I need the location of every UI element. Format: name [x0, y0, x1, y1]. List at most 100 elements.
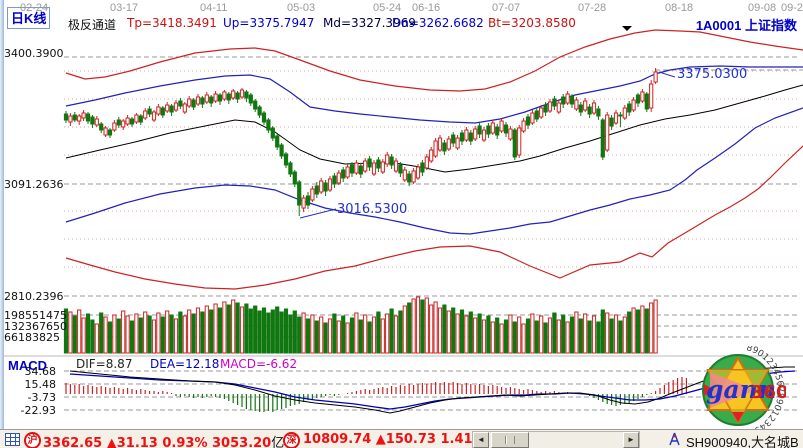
candle-body	[376, 159, 381, 169]
volume-bar	[239, 306, 245, 354]
volume-bar	[213, 303, 218, 354]
volume-bar	[552, 312, 557, 354]
candle-body	[547, 101, 553, 112]
candle-body	[103, 127, 108, 136]
scrollbar-thumb[interactable]	[491, 432, 529, 448]
shanghai-index-quote[interactable]: 3362.65 ▲31.13 0.93% 3053.20亿	[43, 432, 284, 448]
candle-body	[631, 99, 636, 111]
scroll-left-button[interactable]: ◄	[473, 432, 489, 448]
volume-bar	[649, 302, 654, 354]
grid-view-icon[interactable]	[5, 433, 20, 446]
volume-bar	[358, 319, 363, 354]
candle-body	[556, 102, 561, 113]
volume-bar	[209, 309, 214, 354]
volume-bar	[508, 314, 513, 354]
candle-body	[165, 104, 170, 112]
volume-bar	[415, 296, 421, 354]
volume-bar	[217, 307, 223, 354]
candle-body	[319, 180, 324, 193]
volume-bar	[525, 318, 531, 354]
date-tick-label: 09-29	[781, 2, 803, 14]
volume-bar	[574, 311, 579, 354]
volume-bar	[178, 311, 183, 354]
candle-body	[147, 108, 152, 115]
volume-bar	[81, 317, 86, 354]
candle-body	[239, 89, 245, 98]
volume-bar	[323, 322, 328, 354]
volume-bar	[389, 308, 394, 354]
volume-bar	[292, 310, 297, 354]
volume-bar	[138, 317, 143, 354]
channel-line-tp	[65, 29, 803, 92]
volume-bar	[125, 315, 130, 354]
volume-bar	[429, 304, 434, 354]
candle-body	[244, 91, 249, 99]
candle-body	[618, 114, 623, 117]
volume-bar	[222, 301, 227, 354]
stock-antenna-icon	[669, 432, 680, 446]
scrollbar-track[interactable]	[489, 432, 623, 448]
volume-bar	[583, 313, 588, 354]
macd-value-label: DIF=8.87	[76, 357, 133, 371]
candle-body	[565, 93, 570, 104]
candle-body	[464, 129, 469, 141]
macd-pane-title[interactable]: MACD	[8, 358, 47, 373]
volume-bar	[380, 318, 385, 354]
annotation-pointer	[658, 71, 676, 78]
volume-bar	[195, 307, 201, 354]
indicator-name[interactable]: 极反通道	[68, 18, 117, 32]
price-axis-label: 3400.3900	[4, 47, 64, 60]
volume-bar	[173, 318, 179, 354]
current-bar-marker	[622, 26, 632, 31]
volume-bar	[235, 302, 240, 354]
volume-bar	[539, 315, 544, 354]
candle-body	[213, 93, 218, 102]
volume-bar	[530, 313, 535, 354]
volume-bar	[640, 305, 645, 354]
volume-bar	[354, 312, 359, 354]
scroll-right-button[interactable]: ►	[623, 432, 639, 448]
volume-bar	[446, 310, 451, 354]
candle-body	[635, 94, 641, 104]
candle-body	[613, 112, 619, 124]
volume-bar	[451, 307, 456, 354]
candle-body	[125, 117, 130, 125]
candle-body	[468, 132, 473, 142]
candle-body	[389, 156, 394, 166]
volume-bar	[411, 298, 416, 354]
volume-bar	[464, 315, 469, 354]
candle-body	[90, 116, 95, 125]
status-bar: 沪 3362.65 ▲31.13 0.93% 3053.20亿 深 10809.…	[0, 429, 803, 448]
candle-body	[275, 135, 280, 148]
kline-chart-area[interactable]	[0, 0, 803, 430]
horizontal-scrollbar[interactable]: ◄ ►	[472, 431, 640, 448]
volume-axis-label: 132367650	[4, 320, 67, 333]
candle-body	[605, 114, 610, 151]
shanghai-market-icon[interactable]: 沪	[24, 432, 41, 448]
current-stock-label[interactable]: SH900940,大名城B	[686, 435, 799, 448]
shenzhen-market-icon[interactable]: 深	[283, 432, 300, 448]
date-tick-label: 03-17	[110, 2, 139, 14]
candle-body	[477, 125, 482, 135]
candle-body	[517, 127, 522, 156]
candle-body	[257, 106, 262, 116]
amount-unit: 亿	[271, 436, 285, 448]
volume-bar	[622, 316, 627, 354]
volume-bar	[191, 313, 196, 354]
date-tick-label: 08-18	[665, 2, 694, 14]
candle-body	[156, 106, 161, 115]
candle-body	[204, 94, 209, 103]
volume-bar	[600, 309, 605, 354]
candle-body	[525, 116, 531, 126]
date-tick-label: 07-28	[578, 2, 607, 14]
volume-bar	[591, 315, 597, 354]
channel-value-label: Md=3327.3969	[323, 16, 416, 30]
volume-bar	[319, 316, 324, 354]
candle-body	[371, 162, 377, 175]
volume-bar	[556, 319, 561, 354]
gann360-logo: 890123456789012345678 gann 360	[694, 346, 786, 434]
volume-bar	[261, 307, 267, 354]
volume-bar	[165, 310, 170, 354]
period-label[interactable]: 日K线	[7, 7, 51, 29]
candle-body	[266, 119, 271, 131]
